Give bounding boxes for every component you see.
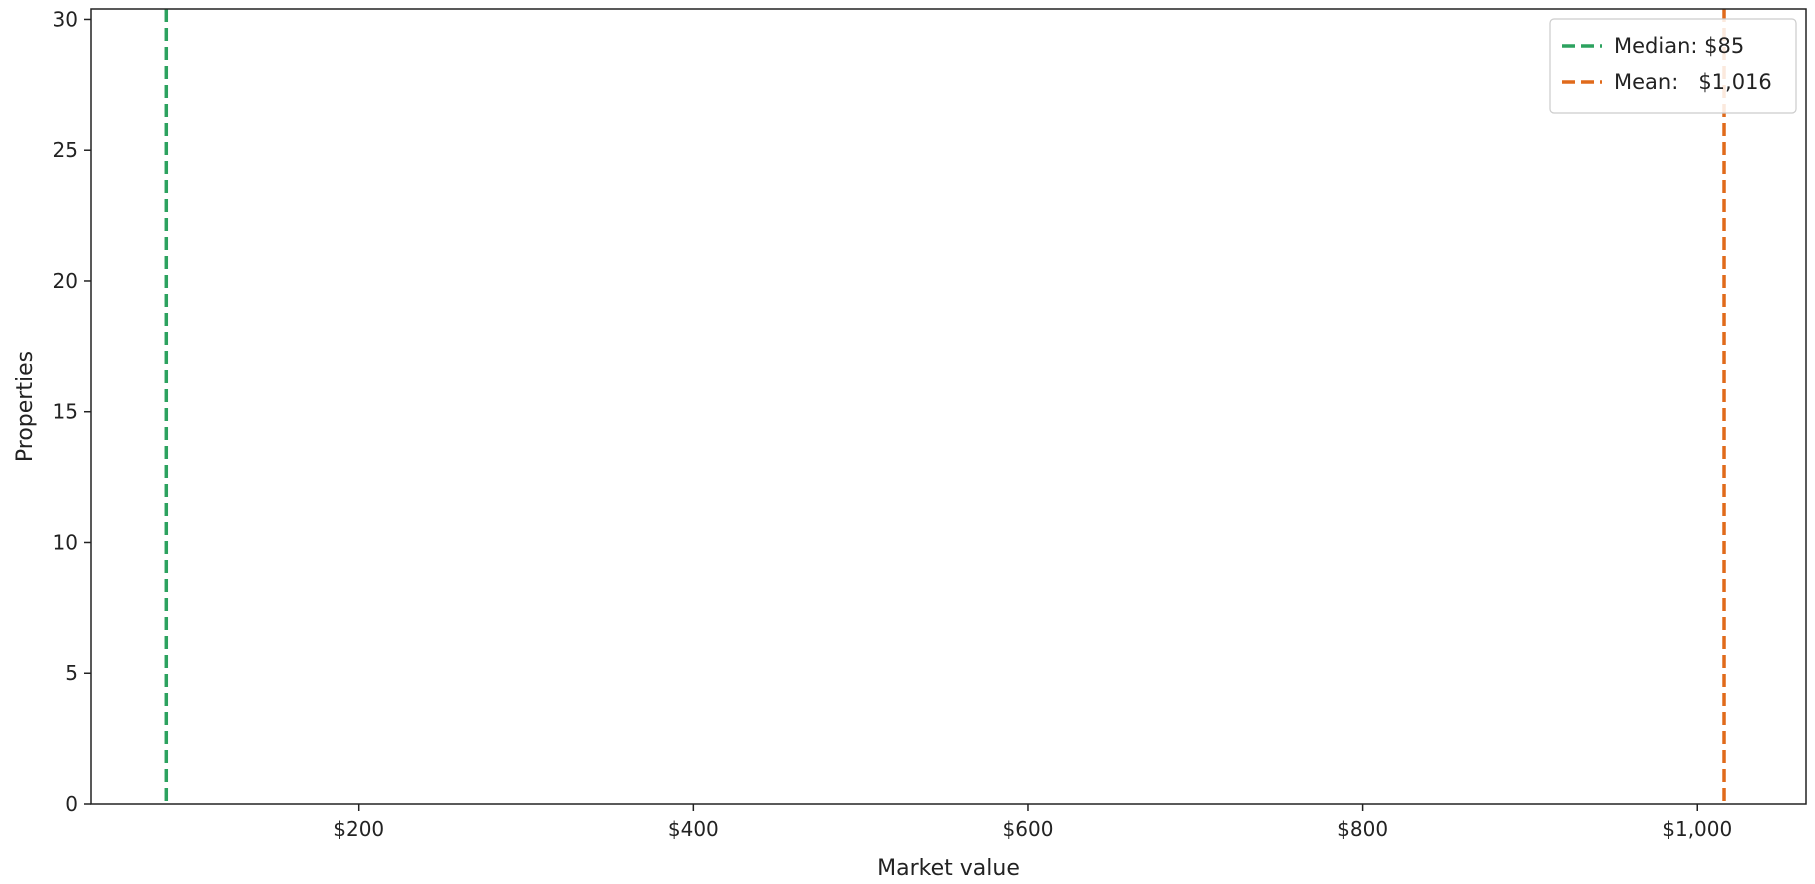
legend: Median: $85 Mean: $1,016: [1549, 18, 1797, 114]
axes-frame: [90, 8, 1807, 805]
y-tick-label: 20: [53, 269, 78, 293]
y-tick-label: 25: [53, 138, 78, 162]
x-tick-label: $800: [1337, 817, 1388, 841]
y-tick-label: 5: [65, 661, 78, 685]
axes: [90, 8, 1807, 805]
x-axis-label: Market value: [877, 856, 1020, 881]
y-tick-label: 15: [53, 400, 78, 424]
x-tick-label: $200: [333, 817, 384, 841]
x-tick-label: $1,000: [1662, 817, 1732, 841]
x-tick-label: $600: [1003, 817, 1054, 841]
legend-entry: Mean: $1,016: [1614, 70, 1772, 94]
x-tick-label: $400: [668, 817, 719, 841]
y-tick-label: 0: [65, 792, 78, 816]
reference-lines: [164, 9, 1726, 804]
legend-box: [1549, 18, 1797, 114]
x-axis-ticks: $200 $400 $600 $800 $1,000: [333, 804, 1732, 841]
y-tick-label: 30: [53, 7, 78, 31]
y-tick-label: 10: [53, 530, 78, 554]
y-axis-label: Properties: [13, 351, 38, 462]
y-axis-ticks: 0 5 10 15 20 25 30: [53, 7, 91, 816]
legend-entry: Median: $85: [1614, 34, 1744, 58]
